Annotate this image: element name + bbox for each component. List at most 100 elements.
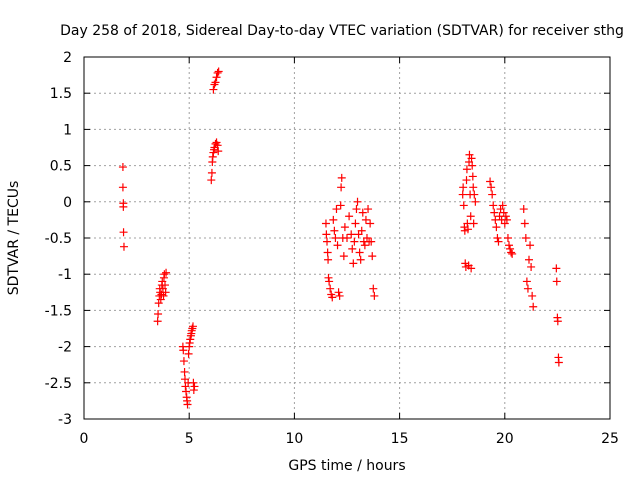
data-point [465,150,474,159]
data-point [498,201,507,210]
y-tick-label: -0.5 [45,231,72,247]
data-point [355,248,364,257]
data-point [369,284,378,293]
data-point [190,382,199,391]
data-point [339,252,348,261]
data-point [333,241,342,250]
data-point [458,190,467,199]
data-point [528,291,537,300]
data-point [161,281,170,290]
x-tick-label: 20 [496,431,514,447]
data-point [325,277,334,286]
data-point [321,219,330,228]
data-point [209,85,218,94]
data-point [462,176,471,185]
data-point [207,176,216,185]
y-tick-label: -1 [58,267,72,283]
data-point [467,264,476,273]
data-point [554,358,563,367]
data-point [337,183,346,192]
data-point [471,197,480,206]
data-point [467,154,476,163]
data-point [154,310,163,319]
data-point [162,268,171,277]
y-tick-label: -2 [58,340,72,356]
data-point [521,234,530,242]
data-point [522,277,531,286]
data-point [213,141,222,150]
data-point [340,223,349,232]
data-point [520,219,529,228]
data-point [466,212,475,221]
data-point [527,262,536,271]
x-tick-label: 10 [285,431,303,447]
data-point [188,322,197,331]
data-point [502,215,511,224]
data-point [519,205,528,214]
data-point [526,241,535,250]
data-point [470,190,479,199]
data-point [367,237,376,246]
data-point [329,215,338,224]
y-tick-label: 2 [63,50,72,66]
data-point [357,226,366,235]
data-point [552,264,561,273]
data-point [552,277,561,286]
data-point [189,378,198,387]
data-point [508,249,517,258]
data-point [332,205,341,214]
data-point [459,201,468,210]
data-point [323,248,332,257]
data-point [352,205,361,214]
data-point [119,228,128,237]
data-point [463,225,472,234]
data-point [183,400,192,409]
data-point [343,234,351,242]
y-tick-label: -1.5 [45,303,72,319]
data-point [503,234,512,242]
data-point [336,201,345,210]
y-tick-label: 0 [63,195,72,211]
data-point [351,219,360,228]
x-axis-label: GPS time / hours [288,458,405,474]
data-point [356,255,365,264]
data-point [462,165,471,174]
data-point [368,252,377,261]
data-point [505,241,514,250]
data-point [347,230,356,239]
data-point [486,177,495,186]
data-point [186,335,195,344]
data-point [468,161,477,170]
data-point [180,367,189,376]
data-point [326,284,335,293]
data-point [366,219,375,228]
data-point [529,302,538,311]
data-point [189,386,198,395]
data-point [210,80,219,89]
x-tick-label: 0 [80,431,89,447]
chart-title: Day 258 of 2018, Sidereal Day-to-day VTE… [60,23,624,39]
data-point [188,324,197,333]
data-point [324,255,333,264]
data-point [119,242,128,251]
x-tick-label: 25 [601,431,619,447]
y-tick-label: 0.5 [50,159,72,175]
y-tick-label: -2.5 [45,376,72,392]
data-point [345,212,354,221]
data-point [487,183,496,192]
data-point [153,317,162,326]
data-point [211,139,220,148]
data-point [553,317,562,326]
data-point [214,147,223,156]
data-point [370,291,379,300]
data-point [331,234,340,242]
axis-ticks: 0 5 10 15 20 25 -3 -2.5 -2 -1.5 -1 -0.5 0 0.5 1 1.5 2 [45,50,619,447]
y-tick-label: 1.5 [50,86,72,102]
data-point [523,284,532,293]
data-point [335,291,344,300]
data-point [364,205,373,214]
data-point [328,293,337,302]
data-point [524,255,533,264]
data-point [348,244,357,253]
